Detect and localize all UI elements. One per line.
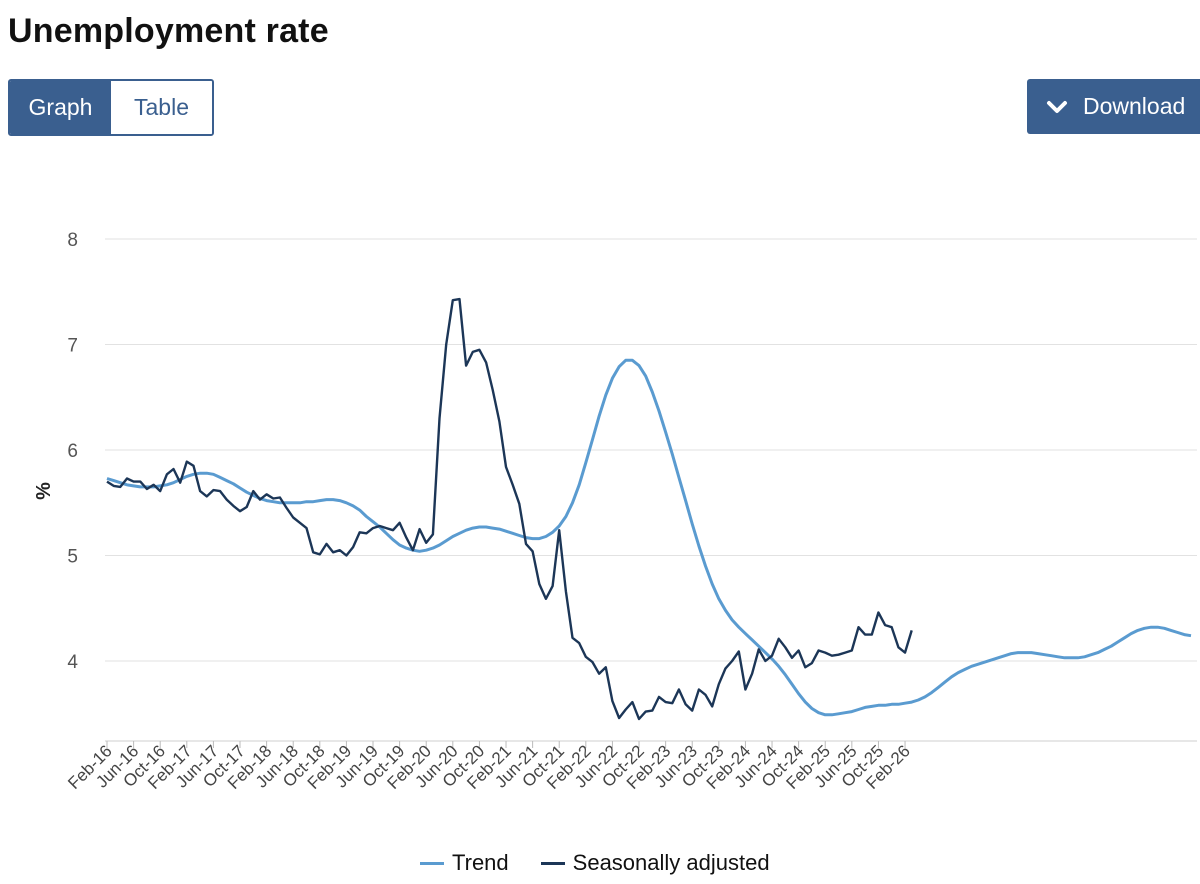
- y-tick-label: 4: [67, 652, 78, 673]
- x-axis-ticks: Feb-16Jun-16Oct-16Feb-17Jun-17Oct-17Feb-…: [64, 741, 914, 793]
- chevron-down-icon: [1047, 100, 1067, 113]
- trend-series-line: [106, 358, 1192, 717]
- download-label: Download: [1083, 93, 1186, 119]
- legend-item-seasonally-adjusted[interactable]: Seasonally adjusted: [540, 850, 770, 876]
- table-tab[interactable]: Table: [111, 81, 212, 134]
- chart-legend: Trend Seasonally adjusted: [420, 850, 802, 876]
- view-toggle: Graph Table: [8, 79, 214, 136]
- legend-item-trend[interactable]: Trend: [420, 850, 509, 876]
- y-tick-label: 5: [67, 547, 78, 568]
- y-tick-label: 7: [67, 336, 78, 357]
- trend-swatch: [420, 861, 444, 865]
- graph-tab[interactable]: Graph: [10, 81, 111, 134]
- download-button[interactable]: Download: [1027, 79, 1200, 134]
- y-axis-label: %: [33, 482, 55, 500]
- seasonally-adjusted-series-line: [106, 297, 913, 721]
- legend-trend-label: Trend: [452, 850, 509, 875]
- y-tick-label: 8: [67, 230, 78, 251]
- seasonally-adjusted-swatch: [540, 861, 565, 865]
- y-tick-label: 6: [67, 441, 78, 462]
- grid-lines: [105, 238, 1197, 742]
- page-title: Unemployment rate: [8, 12, 329, 50]
- y-axis-ticks: 4 5 6 7 8: [67, 230, 78, 673]
- legend-sa-label: Seasonally adjusted: [572, 850, 770, 875]
